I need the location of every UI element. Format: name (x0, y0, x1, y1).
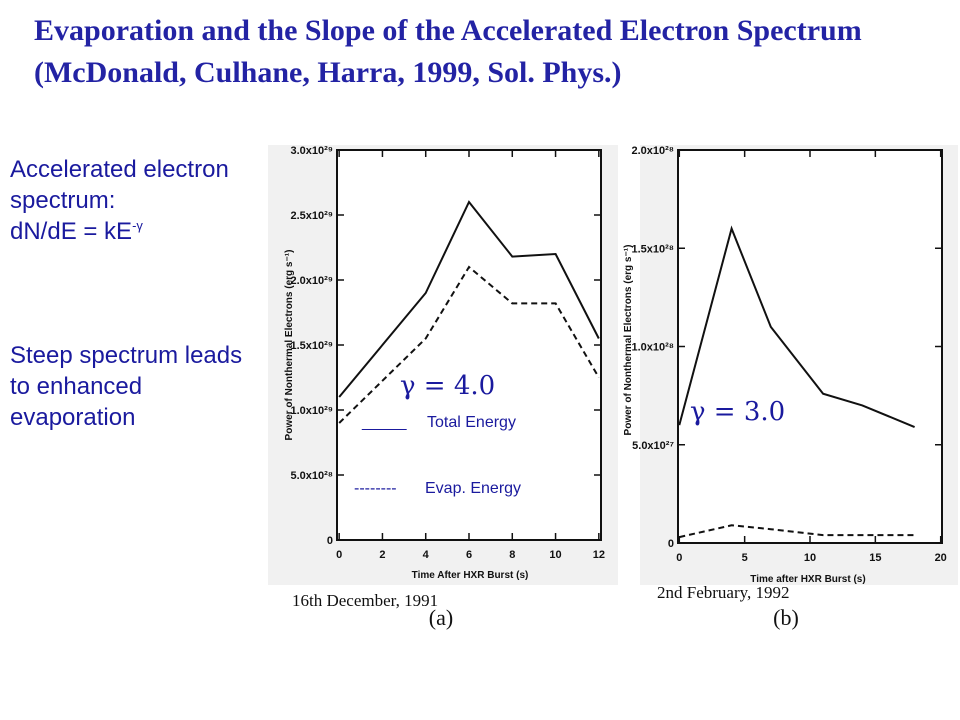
chart-a-plot: 0 2 4 6 8 10 12 0 5.0x10²⁸ 1.0x10²⁹ 1.5x10²⁹ 2.0x10… (290, 145, 604, 561)
chart-b-series-total-energy (678, 225, 915, 429)
chart-b-xlabel: Time after HXR Burst (s) (750, 574, 865, 585)
chart-b-date: 2nd February, 1992 (657, 583, 790, 602)
chart-b: 0 5 10 15 20 0 5.0x10²⁷ 1.0x10²⁸ 1.5x10²⁸ 2.0x10²… (623, 145, 958, 630)
chart-b-frame (677, 149, 943, 544)
legend-total-label: Total Energy (427, 414, 516, 431)
chart-a-x-tick-label: 10 (549, 549, 561, 561)
chart-a-series-evap-energy (338, 265, 600, 424)
chart-b-x-tick-label: 5 (742, 552, 748, 564)
legend-evap-swatch: -------- (354, 480, 397, 497)
steep-spectrum-note: Steep spectrum leads to enhanced evapora… (10, 342, 243, 431)
chart-b-gamma: γ = 3.0 (690, 397, 785, 427)
legend-evap-label: Evap. Energy (425, 480, 521, 497)
chart-a-x-tick-label: 6 (466, 549, 472, 561)
chart-a-x-tick-label: 12 (593, 549, 605, 561)
chart-a-x-tick-label: 0 (336, 549, 342, 561)
chart-a-series-total-energy (338, 200, 600, 398)
chart-a-xlabel: Time After HXR Burst (s) (412, 570, 529, 581)
spectrum-formula: dN/dE = kE (10, 218, 133, 245)
chart-b-y-tick-label: 1.0x10²⁸ (631, 342, 674, 354)
spectrum-line1: Accelerated electron spectrum: (10, 156, 229, 214)
chart-a-date: 16th December, 1991 (292, 591, 438, 610)
chart-a-panel-label: (a) (429, 605, 453, 630)
chart-b-x-tick-label: 20 (935, 552, 947, 564)
chart-b-series-evap-energy (679, 524, 915, 539)
slide-title: Evaporation and the Slope of the Acceler… (34, 14, 862, 89)
chart-a-x-tick-label: 2 (379, 549, 385, 561)
chart-a-ylabel: Power of Nonthermal Electrons (erg s⁻¹) (284, 250, 295, 441)
chart-b-y-tick-label: 5.0x10²⁷ (632, 440, 674, 452)
chart-b-y-tick-label: 1.5x10²⁸ (631, 243, 674, 255)
spectrum-exponent: -γ (132, 218, 143, 233)
chart-a-y-tick-label: 3.0x10²⁹ (290, 145, 333, 157)
chart-b-plot: 0 5 10 15 20 0 5.0x10²⁷ 1.0x10²⁸ 1.5x10²⁸ 2.0x10²… (631, 145, 946, 564)
chart-b-panel-label: (b) (773, 605, 799, 630)
chart-a-y-tick-label: 1.5x10²⁹ (290, 340, 333, 352)
chart-a: 0 2 4 6 8 10 12 0 5.0x10²⁸ 1.0x10²⁹ 1.5x10²⁹ 2.0x10… (268, 145, 618, 630)
chart-a-gamma: γ = 4.0 (400, 371, 495, 401)
chart-a-y-tick-label: 2.0x10²⁹ (290, 275, 333, 287)
chart-b-x-tick-label: 15 (869, 552, 881, 564)
spectrum-description: Accelerated electron spectrum: dN/dE = k… (10, 154, 270, 247)
chart-b-x-tick-label: 10 (804, 552, 816, 564)
chart-a-y-tick-label: 1.0x10²⁹ (290, 405, 333, 417)
chart-a-y-tick-label: 2.5x10²⁹ (290, 210, 333, 222)
chart-b-y-tick-label: 0 (668, 538, 674, 550)
chart-b-x-tick-label: 0 (676, 552, 682, 564)
chart-b-y-tick-label: 2.0x10²⁸ (631, 145, 674, 157)
legend-total-swatch: _____ (361, 414, 408, 431)
chart-a-x-tick-label: 8 (509, 549, 515, 561)
chart-a-y-tick-label: 0 (327, 535, 333, 547)
chart-a-x-tick-label: 4 (423, 549, 430, 561)
chart-a-y-tick-label: 5.0x10²⁸ (290, 470, 333, 482)
chart-b-ylabel: Power of Nonthermal Electrons (erg s⁻¹) (623, 245, 634, 436)
